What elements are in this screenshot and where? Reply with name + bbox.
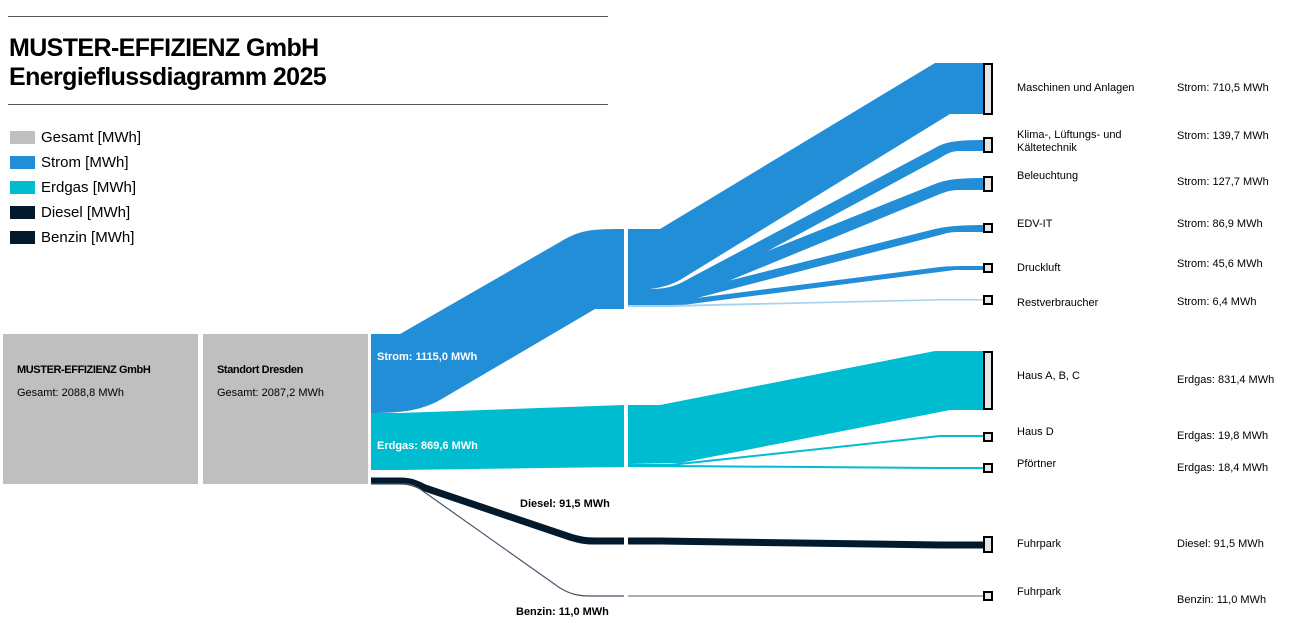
target-box-klima[interactable]: [983, 137, 993, 153]
target-label-maschinen: Maschinen und Anlagen: [1017, 82, 1135, 94]
node-company[interactable]: [3, 334, 198, 484]
target-value-druckluft: Strom: 45,6 MWh: [1177, 258, 1263, 270]
node-site-name: Standort Dresden: [217, 364, 303, 376]
flow-haus-abc[interactable]: [628, 351, 985, 464]
target-label-klima: Klima-, Lüftungs- und Kältetechnik: [1017, 129, 1122, 154]
title-line-2: Energieflussdiagramm 2025: [9, 63, 327, 91]
target-label-druckluft: Druckluft: [1017, 262, 1061, 274]
target-box-beleuchtung[interactable]: [983, 176, 993, 192]
target-value-pfoertner: Erdgas: 18,4 MWh: [1177, 462, 1269, 474]
target-label-fuhrpark-benzin: Fuhrpark: [1017, 586, 1062, 598]
title-underline: [8, 104, 608, 105]
flow-strom[interactable]: [371, 229, 624, 413]
node-site[interactable]: [203, 334, 368, 484]
node-company-name: MUSTER-EFFIZIENZ GmbH: [17, 364, 151, 376]
target-label-restverbraucher: Restverbraucher: [1017, 297, 1099, 309]
target-value-maschinen: Strom: 710,5 MWh: [1177, 82, 1269, 94]
legend-label: Diesel [MWh]: [41, 204, 131, 221]
legend-label: Gesamt [MWh]: [41, 129, 142, 146]
page-title: MUSTER-EFFIZIENZ GmbH Energieflussdiagra…: [9, 34, 327, 92]
target-box-pfoertner[interactable]: [983, 463, 993, 473]
node-site-total: Gesamt: 2087,2 MWh: [217, 387, 324, 399]
flow-edv[interactable]: [628, 225, 985, 306]
target-box-maschinen[interactable]: [983, 63, 993, 115]
target-label-haus-d: Haus D: [1017, 426, 1054, 438]
legend-label: Benzin [MWh]: [41, 229, 135, 246]
swatch-diesel-icon: [10, 206, 35, 219]
target-value-haus-abc: Erdgas: 831,4 MWh: [1177, 374, 1275, 386]
label-erdgas: Erdgas: 869,6 MWh: [377, 440, 478, 452]
target-value-fuhrpark-benzin: Benzin: 11,0 MWh: [1177, 594, 1267, 606]
flow-restverbraucher[interactable]: [628, 299, 985, 307]
target-label-edv: EDV-IT: [1017, 218, 1053, 230]
node-company-total: Gesamt: 2088,8 MWh: [17, 387, 124, 399]
legend-label: Erdgas [MWh]: [41, 179, 137, 196]
flow-klima[interactable]: [628, 140, 985, 300]
target-label-fuhrpark-diesel: Fuhrpark: [1017, 538, 1062, 550]
target-label-pfoertner: Pförtner: [1017, 458, 1057, 470]
label-strom: Strom: 1115,0 MWh: [377, 351, 478, 363]
label-benzin: Benzin: 11,0 MWh: [516, 606, 609, 618]
target-box-haus-d[interactable]: [983, 432, 993, 442]
flow-benzin[interactable]: [371, 483, 624, 597]
target-value-haus-d: Erdgas: 19,8 MWh: [1177, 430, 1269, 442]
label-diesel: Diesel: 91,5 MWh: [520, 498, 610, 510]
title-line-1: MUSTER-EFFIZIENZ GmbH: [9, 34, 319, 62]
top-rule: [8, 16, 608, 17]
target-value-beleuchtung: Strom: 127,7 MWh: [1177, 176, 1269, 188]
legend-label: Strom [MWh]: [41, 154, 129, 171]
target-value-fuhrpark-diesel: Diesel: 91,5 MWh: [1177, 538, 1264, 550]
swatch-benzin-icon: [10, 231, 35, 244]
flow-beleuchtung[interactable]: [628, 178, 985, 306]
target-value-restverbraucher: Strom: 6,4 MWh: [1177, 296, 1257, 308]
legend-item-strom: Strom [MWh]: [10, 150, 141, 175]
target-label-beleuchtung: Beleuchtung: [1017, 170, 1079, 182]
target-box-restverbraucher[interactable]: [983, 295, 993, 305]
legend: Gesamt [MWh] Strom [MWh] Erdgas [MWh] Di…: [10, 125, 141, 250]
target-box-fuhrpark-diesel[interactable]: [983, 536, 993, 553]
target-box-fuhrpark-benzin[interactable]: [983, 591, 993, 601]
target-label-haus-abc: Haus A, B, C: [1017, 370, 1080, 382]
flow-druckluft[interactable]: [628, 266, 985, 306]
legend-item-gesamt: Gesamt [MWh]: [10, 125, 141, 150]
target-box-druckluft[interactable]: [983, 263, 993, 273]
target-value-klima: Strom: 139,7 MWh: [1177, 130, 1269, 142]
flow-pfoertner: [628, 465, 985, 469]
swatch-gesamt-icon: [10, 131, 35, 144]
target-box-edv[interactable]: [983, 223, 993, 233]
flow-erdgas[interactable]: [371, 405, 624, 470]
legend-item-diesel: Diesel [MWh]: [10, 200, 141, 225]
legend-item-erdgas: Erdgas [MWh]: [10, 175, 141, 200]
target-value-edv: Strom: 86,9 MWh: [1177, 218, 1263, 230]
flow-maschinen[interactable]: [628, 63, 985, 290]
swatch-erdgas-icon: [10, 181, 35, 194]
legend-item-benzin: Benzin [MWh]: [10, 225, 141, 250]
flow-diesel-target[interactable]: [628, 537, 985, 549]
flow-diesel[interactable]: [371, 477, 624, 545]
swatch-strom-icon: [10, 156, 35, 169]
target-box-haus-abc[interactable]: [983, 351, 993, 410]
